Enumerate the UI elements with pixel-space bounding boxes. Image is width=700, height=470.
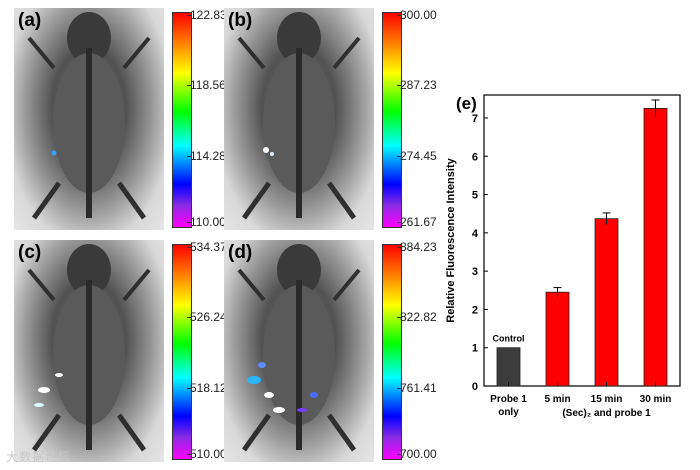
color-scale-bar: [382, 12, 402, 228]
scale-tick: 534.37: [187, 240, 227, 254]
x-tick-label: 30 min: [640, 394, 672, 405]
scale-tick: 300.00: [397, 8, 437, 22]
y-tick-label: 2: [472, 304, 478, 316]
group-label: (Sec)₂ and probe 1: [562, 408, 651, 419]
scale-tick: 122.83: [187, 8, 227, 22]
scale-tick: 822.82: [397, 310, 437, 324]
panel-label: (b): [228, 10, 253, 31]
mouse-xray-image: [224, 240, 374, 462]
scale-tick: 518.12: [187, 381, 227, 395]
plot-frame: [483, 94, 681, 387]
chart-title: (e): [456, 94, 477, 113]
bar-label: Control: [493, 334, 525, 344]
bar: [545, 291, 570, 387]
y-axis-label: Relative Fluorescence Intensity: [445, 157, 457, 322]
scale-tick: 261.67: [397, 215, 437, 229]
scale-tick: 700.00: [397, 447, 437, 461]
scale-tick: 110.00: [187, 215, 226, 229]
y-tick-label: 6: [472, 151, 478, 163]
y-tick-label: 7: [472, 113, 478, 125]
scale-tick: 118.56: [187, 78, 226, 92]
panel-label: (a): [18, 10, 42, 31]
bar: [643, 108, 668, 387]
scale-tick: 287.23: [397, 78, 437, 92]
y-tick-label: 4: [472, 228, 479, 240]
scale-tick: 274.45: [397, 149, 437, 163]
y-tick-label: 0: [472, 381, 478, 393]
color-scale-bar: [382, 244, 402, 460]
color-scale-bar: [172, 12, 192, 228]
y-tick-label: 1: [472, 343, 478, 355]
y-tick-label: 5: [472, 190, 478, 202]
x-tick-label: Probe 1: [490, 394, 527, 405]
x-tick-label: only: [498, 407, 519, 418]
panel-label: (d): [228, 242, 253, 263]
mouse-xray-image: [14, 240, 164, 462]
x-tick-label: 5 min: [544, 394, 570, 405]
color-scale-bar: [172, 244, 192, 460]
scale-tick: 510.00: [187, 447, 227, 461]
scale-tick: 526.24: [187, 310, 227, 324]
watermark: 大数据论坛: [6, 450, 72, 464]
panel-label: (c): [18, 242, 42, 263]
scale-tick: 884.23: [397, 240, 437, 254]
bar-chart: (e) 0 1 2 3 4 5 6 7 Relative Fluorescence Intensi…: [445, 94, 681, 419]
y-tick-label: 3: [472, 266, 478, 278]
bar: [594, 218, 619, 387]
mouse-xray-image: [14, 8, 164, 230]
bar: [496, 347, 521, 387]
scale-tick: 114.28: [187, 149, 226, 163]
mouse-xray-image: [224, 8, 374, 230]
scale-tick: 761.41: [397, 381, 437, 395]
x-tick-label: 15 min: [591, 394, 623, 405]
